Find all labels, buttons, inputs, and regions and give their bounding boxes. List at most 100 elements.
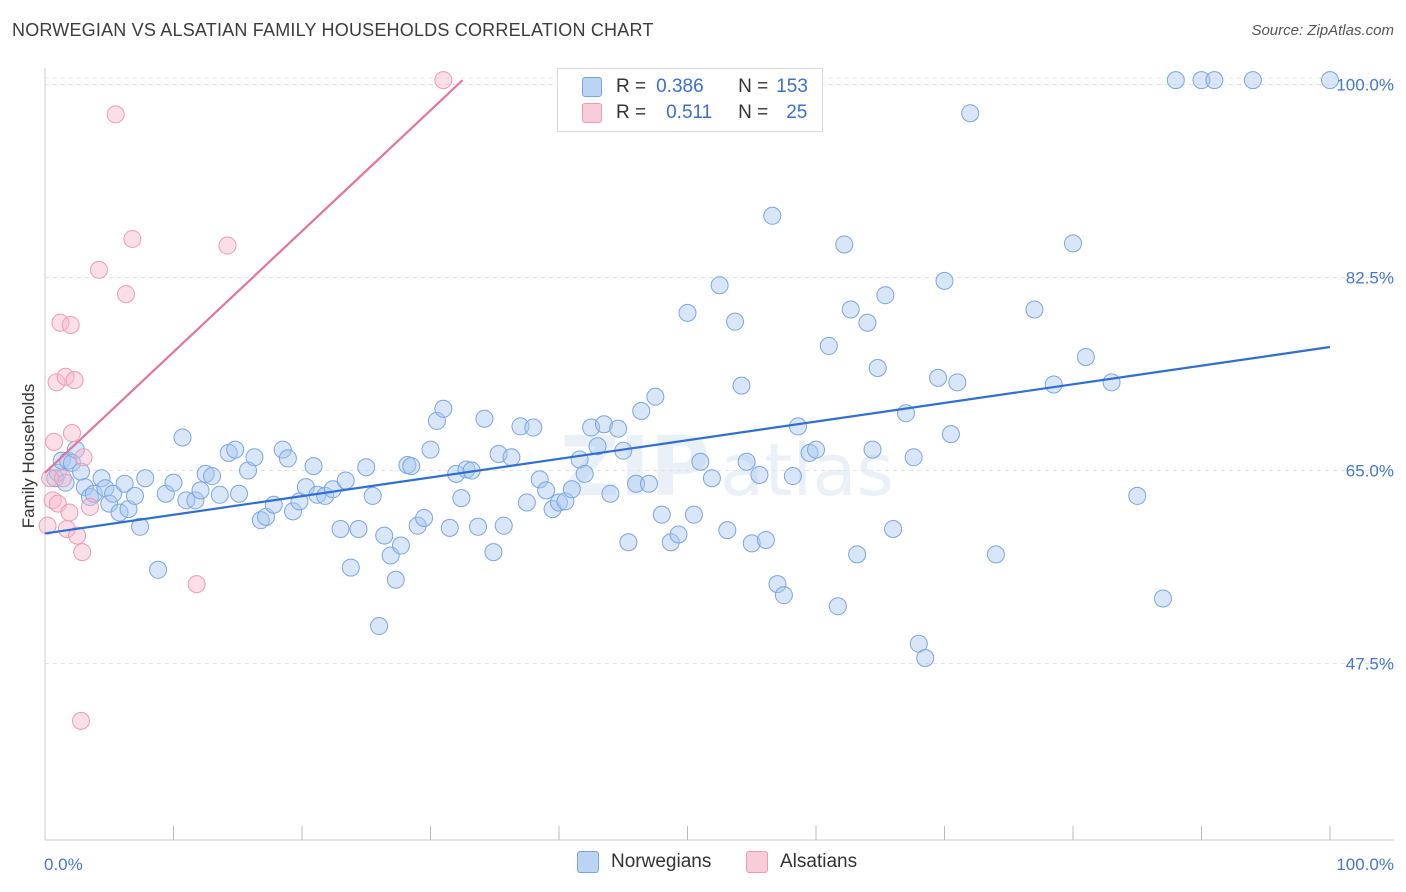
- data-point: [73, 543, 92, 562]
- legend-n-value: 25: [786, 102, 808, 123]
- data-point: [203, 467, 222, 486]
- data-point: [710, 276, 729, 295]
- data-point: [434, 71, 453, 90]
- axes: [44, 68, 1394, 841]
- data-point: [935, 271, 954, 290]
- legend-label-alsatians: Alsatians: [780, 851, 858, 872]
- data-point: [1166, 71, 1185, 90]
- data-point: [774, 586, 793, 605]
- data-point: [440, 518, 459, 537]
- series-legend: Norwegians Alsatians: [0, 851, 1406, 877]
- data-point: [44, 432, 63, 451]
- data-point: [239, 461, 258, 480]
- norwegian-points: [46, 71, 1339, 668]
- data-point: [116, 285, 135, 304]
- data-point: [828, 597, 847, 616]
- data-point: [402, 457, 421, 476]
- data-point: [61, 315, 80, 334]
- trend-lines: [44, 79, 1331, 535]
- data-point: [632, 401, 651, 420]
- data-point: [948, 373, 967, 392]
- legend-r-value: 0.511: [666, 102, 713, 123]
- data-point: [807, 440, 825, 459]
- data-point: [452, 489, 471, 508]
- data-point: [588, 437, 607, 456]
- data-point: [210, 485, 229, 504]
- data-point: [191, 481, 210, 500]
- data-point: [173, 428, 192, 447]
- data-point: [819, 336, 838, 355]
- data-point: [1205, 71, 1224, 90]
- data-point: [511, 417, 530, 436]
- data-point: [726, 312, 745, 331]
- data-point: [494, 516, 513, 535]
- legend-r-value: 0.386: [656, 76, 704, 97]
- data-point: [669, 525, 688, 544]
- data-point: [115, 474, 134, 493]
- data-point: [363, 486, 382, 505]
- data-point: [1102, 373, 1121, 392]
- source-label: Source: ZipAtlas.com: [1251, 22, 1394, 39]
- trend-line-alsatians: [44, 79, 464, 474]
- data-point: [65, 371, 84, 390]
- data-point: [594, 415, 613, 434]
- legend-swatch-alsatians: [582, 103, 602, 123]
- chart-title: NORWEGIAN VS ALSATIAN FAMILY HOUSEHOLDS …: [12, 20, 654, 40]
- legend-item-alsatians: Alsatians: [746, 851, 857, 873]
- data-point: [125, 486, 144, 505]
- data-point: [684, 505, 703, 524]
- legend-r-label: R =: [616, 76, 647, 97]
- data-point: [421, 440, 440, 459]
- data-point: [71, 711, 90, 730]
- data-point: [941, 425, 960, 444]
- data-point: [80, 497, 99, 516]
- data-point: [100, 494, 119, 513]
- data-point: [661, 533, 680, 552]
- y-tick-label: 65.0%: [1346, 462, 1394, 481]
- data-point: [357, 458, 376, 477]
- data-point: [43, 491, 62, 510]
- data-point: [737, 452, 756, 471]
- data-point: [1076, 347, 1095, 366]
- data-point: [475, 409, 494, 428]
- data-point: [104, 484, 123, 503]
- legend-row-alsatians: R = 0.511 N = 25: [582, 100, 807, 126]
- data-point: [691, 452, 710, 471]
- data-point: [341, 558, 360, 577]
- data-point: [375, 526, 394, 545]
- data-point: [68, 526, 87, 545]
- data-point: [38, 516, 57, 535]
- watermark: ZIP atlas: [560, 420, 894, 515]
- stats-legend: R = 0.386 N = 153 R = 0.511 N = 25: [557, 68, 823, 132]
- data-point: [502, 448, 521, 467]
- data-point: [74, 448, 93, 467]
- data-point: [835, 235, 854, 254]
- legend-r-label: R =: [616, 102, 647, 123]
- data-point: [1153, 589, 1172, 608]
- x-ticks: [173, 826, 1331, 840]
- data-point: [370, 617, 389, 636]
- data-point: [876, 286, 895, 305]
- data-point: [336, 471, 355, 490]
- data-point: [41, 469, 60, 488]
- data-point: [1192, 71, 1211, 90]
- data-point: [1128, 486, 1147, 505]
- data-point: [841, 300, 860, 319]
- data-point: [75, 478, 94, 497]
- data-point: [284, 502, 303, 521]
- trend-line-norwegians: [44, 345, 1331, 535]
- data-point: [678, 303, 697, 322]
- data-point: [562, 480, 581, 499]
- data-point: [789, 417, 808, 436]
- data-point: [1044, 375, 1063, 394]
- data-point: [732, 376, 751, 395]
- data-point: [858, 313, 877, 332]
- data-point: [904, 448, 923, 467]
- data-point: [408, 516, 427, 535]
- alsatian-points: [38, 71, 453, 730]
- data-point: [718, 521, 737, 540]
- y-tick-label: 47.5%: [1346, 655, 1394, 674]
- data-point: [89, 260, 108, 279]
- data-point: [218, 236, 237, 255]
